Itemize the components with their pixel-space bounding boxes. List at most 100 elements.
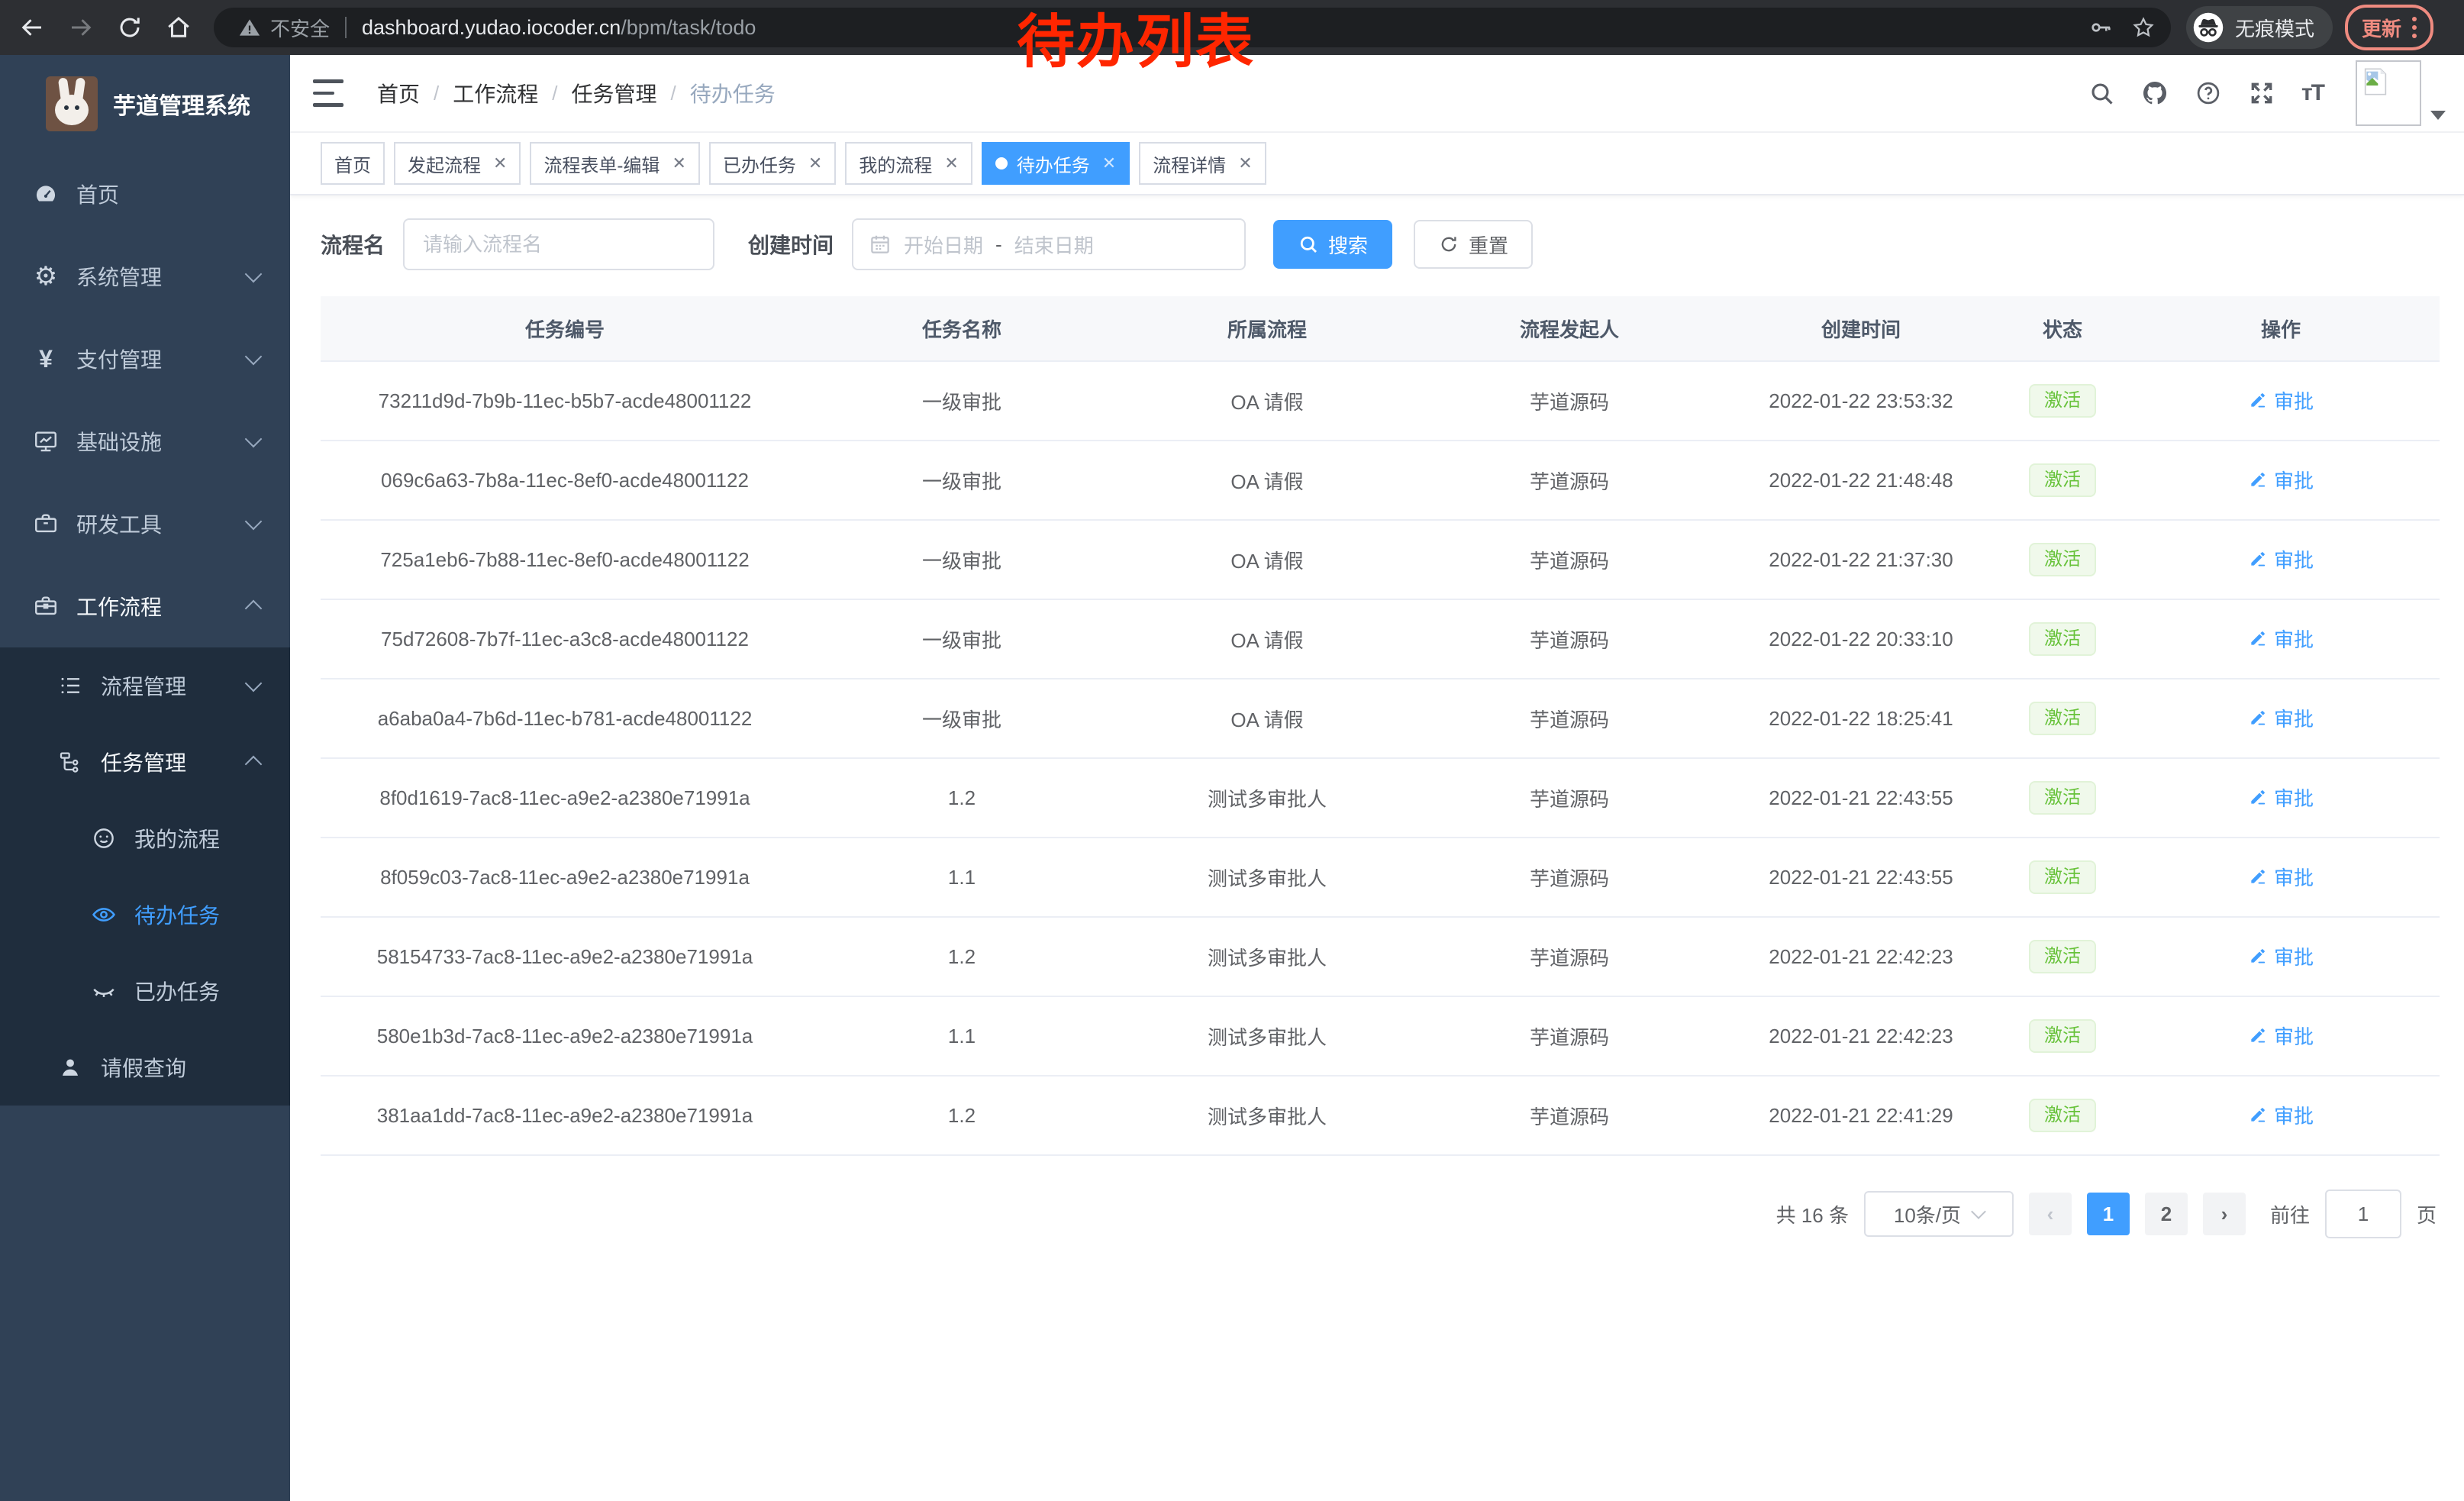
action-cell: 审批 <box>2122 599 2440 679</box>
search-button[interactable]: 搜索 <box>1273 220 1393 269</box>
approve-link[interactable]: 审批 <box>2248 704 2314 732</box>
sidebar-item-process-mgmt[interactable]: 流程管理 <box>0 647 290 724</box>
search-button-icon <box>1300 236 1317 253</box>
approve-link[interactable]: 审批 <box>2248 942 2314 970</box>
prev-page-button[interactable]: ‹ <box>2028 1193 2072 1235</box>
tab-发起流程[interactable]: 发起流程 ✕ <box>394 142 521 185</box>
tab-待办任务[interactable]: 待办任务 ✕ <box>981 142 1130 185</box>
close-icon[interactable]: ✕ <box>944 153 959 173</box>
page-size-select[interactable]: 10条/页 <box>1863 1191 2014 1237</box>
approve-link[interactable]: 审批 <box>2248 863 2314 891</box>
approve-link[interactable]: 审批 <box>2248 625 2314 653</box>
page-button-2[interactable]: 2 <box>2144 1193 2188 1235</box>
sidebar-item-task-mgmt[interactable]: 任务管理 <box>0 724 290 800</box>
tab-首页[interactable]: 首页 <box>321 142 385 185</box>
avatar-dropdown-icon[interactable] <box>2430 111 2446 120</box>
todo-task-table: 任务编号 任务名称 所属流程 流程发起人 创建时间 状态 操作 73211d9d-7b9b-… <box>321 296 2440 1156</box>
edit-icon <box>2248 1025 2268 1045</box>
fullscreen-icon[interactable] <box>2248 79 2275 107</box>
sidebar-item-done-tasks[interactable]: 已办任务 <box>0 953 290 1029</box>
omnibox-divider <box>345 17 347 38</box>
create-time-label: 创建时间 <box>748 234 834 257</box>
bookmark-star-icon[interactable] <box>2131 15 2156 40</box>
sidebar-item-system[interactable]: ⚙ 系统管理 <box>0 235 290 318</box>
approve-label: 审批 <box>2273 1104 2314 1128</box>
sidebar-item-label: 待办任务 <box>134 904 221 928</box>
sidebar-item-payment[interactable]: ¥ 支付管理 <box>0 318 290 400</box>
chevron-up-icon <box>244 755 263 773</box>
approve-link[interactable]: 审批 <box>2248 783 2314 812</box>
collapse-sidebar-icon[interactable] <box>313 76 343 110</box>
github-icon[interactable] <box>2141 79 2169 107</box>
back-icon[interactable] <box>18 14 46 41</box>
app-logo[interactable]: 芋道管理系统 <box>0 55 290 153</box>
filter-bar: 流程名 创建时间 开始日期 - 结束日期 搜索 重 <box>321 214 2440 275</box>
goto-page-input[interactable] <box>2324 1190 2401 1238</box>
tab-流程表单-编辑[interactable]: 流程表单-编辑 ✕ <box>530 142 700 185</box>
reload-icon[interactable] <box>116 14 144 41</box>
sidebar-item-home[interactable]: 首页 <box>0 153 290 235</box>
initiator-cell: 芋道源码 <box>1420 520 1719 600</box>
sidebar-item-workflow[interactable]: 工作流程 <box>0 565 290 647</box>
tab-已办任务[interactable]: 已办任务 ✕ <box>708 142 837 185</box>
security-label[interactable]: 不安全 <box>270 17 331 40</box>
breadcrumb-home[interactable]: 首页 <box>377 82 421 106</box>
date-range-picker[interactable]: 开始日期 - 结束日期 <box>852 218 1247 270</box>
end-date-placeholder[interactable]: 结束日期 <box>1014 234 1094 257</box>
close-icon[interactable]: ✕ <box>672 153 686 173</box>
sidebar: 芋道管理系统 首页 ⚙ 系统管理 ¥ 支付管理 基础设施 研发工具 工作流程流程管理任务管理我… <box>0 55 290 1501</box>
sidebar-item-infra[interactable]: 基础设施 <box>0 400 290 483</box>
approve-link[interactable]: 审批 <box>2248 1022 2314 1050</box>
font-size-icon[interactable]: тT <box>2301 80 2325 105</box>
search-icon[interactable] <box>2088 79 2115 107</box>
home-icon[interactable] <box>165 14 192 41</box>
forward-icon[interactable] <box>67 14 95 41</box>
reset-button[interactable]: 重置 <box>1414 220 1534 269</box>
url-path[interactable]: /bpm/task/todo <box>621 15 756 39</box>
sidebar-item-leave-query[interactable]: 请假查询 <box>0 1029 290 1106</box>
update-button[interactable]: 更新 <box>2345 5 2434 50</box>
approve-link[interactable]: 审批 <box>2248 545 2314 573</box>
address-bar[interactable]: 不安全 dashboard.yudao.iocoder.cn /bpm/task… <box>214 8 2171 47</box>
sidebar-item-todo-tasks[interactable]: 待办任务 <box>0 876 290 953</box>
status-badge: 激活 <box>2029 939 2096 974</box>
content: 流程名 创建时间 开始日期 - 结束日期 搜索 重 <box>290 195 2464 1501</box>
breadcrumb-workflow[interactable]: 工作流程 <box>453 82 539 106</box>
status-cell: 激活 <box>2003 1076 2122 1156</box>
close-icon[interactable]: ✕ <box>493 153 508 173</box>
action-cell: 审批 <box>2122 758 2440 838</box>
status-badge: 激活 <box>2029 542 2096 577</box>
process-name-input[interactable] <box>403 218 715 270</box>
task-id-cell: 8f0d1619-7ac8-11ec-a9e2-a2380e71991a <box>321 758 809 838</box>
task-name-cell: 一级审批 <box>809 679 1114 759</box>
status-badge: 激活 <box>2029 463 2096 498</box>
page-button-1[interactable]: 1 <box>2086 1193 2130 1235</box>
sidebar-item-label: 流程管理 <box>101 675 187 699</box>
tab-我的流程[interactable]: 我的流程 ✕ <box>845 142 972 185</box>
help-icon[interactable] <box>2195 79 2222 107</box>
close-icon[interactable]: ✕ <box>1238 153 1253 173</box>
table-row: 58154733-7ac8-11ec-a9e2-a2380e71991a 1.2 测… <box>321 917 2440 997</box>
not-secure-warning-icon[interactable] <box>238 16 261 39</box>
breadcrumb-task-mgmt[interactable]: 任务管理 <box>571 82 657 106</box>
sidebar-item-devtools[interactable]: 研发工具 <box>0 483 290 565</box>
start-date-placeholder[interactable]: 开始日期 <box>904 234 984 257</box>
status-badge: 激活 <box>2029 1098 2096 1133</box>
tab-流程详情[interactable]: 流程详情 ✕ <box>1139 142 1266 185</box>
status-badge: 激活 <box>2029 621 2096 657</box>
close-icon[interactable]: ✕ <box>808 153 823 173</box>
approve-link[interactable]: 审批 <box>2248 1101 2314 1129</box>
sidebar-item-my-process[interactable]: 我的流程 <box>0 800 290 876</box>
process-cell: OA 请假 <box>1114 441 1420 521</box>
next-page-button[interactable]: › <box>2202 1193 2246 1235</box>
approve-link[interactable]: 审批 <box>2248 386 2314 415</box>
key-icon[interactable] <box>2088 15 2113 40</box>
task-id-cell: 75d72608-7b7f-11ec-a3c8-acde48001122 <box>321 599 809 679</box>
avatar[interactable] <box>2356 60 2421 126</box>
url-host[interactable]: dashboard.yudao.iocoder.cn <box>362 15 621 39</box>
logo-rabbit-image <box>46 76 98 131</box>
initiator-cell: 芋道源码 <box>1420 441 1719 521</box>
close-icon[interactable]: ✕ <box>1101 153 1117 173</box>
approve-link[interactable]: 审批 <box>2248 466 2314 494</box>
browser-menu-icon[interactable] <box>2412 17 2417 38</box>
